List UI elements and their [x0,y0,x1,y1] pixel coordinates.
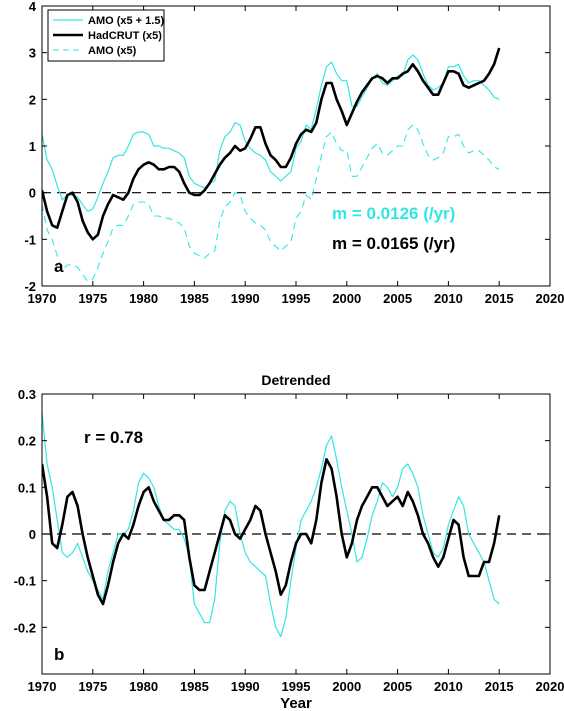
y-tick-label: 2 [29,92,36,107]
x-tick-label: 1985 [180,291,209,306]
x-tick-label: 1995 [282,291,311,306]
y-tick-label: 0.1 [18,480,36,495]
x-tick-label: 2020 [536,679,564,694]
slope-annotation: m = 0.0126 (/yr) [332,204,455,223]
legend-entry: AMO (x5) [88,45,137,57]
x-tick-label: 1990 [231,679,260,694]
legend-entry: AMO (x5 + 1.5) [88,15,164,27]
y-tick-label: 1 [29,139,36,154]
x-tick-label: 1990 [231,291,260,306]
x-tick-label: 1980 [129,291,158,306]
y-tick-label: -0.2 [14,620,36,635]
y-tick-label: 4 [29,0,37,14]
x-tick-label: 2010 [434,679,463,694]
panel-label: a [54,257,64,276]
y-tick-label: -2 [24,279,36,294]
x-tick-label: 1985 [180,679,209,694]
series-group [42,412,501,638]
y-tick-label: 0 [29,186,36,201]
correlation-annotation: r = 0.78 [84,428,143,447]
x-tick-label: 1970 [28,291,57,306]
x-tick-label: 2020 [536,291,564,306]
series-line-amo-x5 [42,124,500,282]
x-tick-label: 2015 [485,291,514,306]
x-tick-label: 2000 [332,679,361,694]
panel-a: 1970 1975 1980 1985 1990 1995 2000 2005 2010 2015… [24,0,564,306]
slope-annotation: m = 0.0165 (/yr) [332,234,455,253]
x-tick-label: 1995 [282,679,311,694]
x-tick-label: 1980 [129,679,158,694]
x-tick-label: 2005 [383,291,412,306]
legend-box [47,9,165,62]
legend-entry: HadCRUT (x5) [88,30,162,42]
x-tick-label: 2010 [434,291,463,306]
panel-label: b [54,645,64,664]
y-tick-label: 0.3 [18,387,36,402]
series-line-series-1 [42,458,501,606]
series-line-hadcrut-x5 [42,47,501,241]
x-tick-label: 2015 [485,679,514,694]
x-tick-label: 1975 [78,291,107,306]
y-tick-label: 0 [29,527,36,542]
series-line-series-0 [42,412,500,638]
y-tick-label: -0.1 [14,574,36,589]
panel-title: Detrended [261,372,330,388]
y-tick-label: 3 [29,46,36,61]
x-tick-label: 2000 [332,291,361,306]
y-tick-label: -1 [24,232,36,247]
panel-b: 1970 1975 1980 1985 1990 1995 2000 2005 2010 2015… [14,372,564,711]
x-axis-label: Year [280,695,312,711]
series-group [42,47,501,282]
series-line-amo-x5-1-5 [42,54,500,212]
legend: AMO (x5 + 1.5) HadCRUT (x5) AMO (x5) [47,9,165,62]
x-tick-label: 2005 [383,679,412,694]
y-tick-label: 0.2 [18,434,36,449]
x-tick-label: 1975 [78,679,107,694]
x-tick-label: 1970 [28,679,57,694]
